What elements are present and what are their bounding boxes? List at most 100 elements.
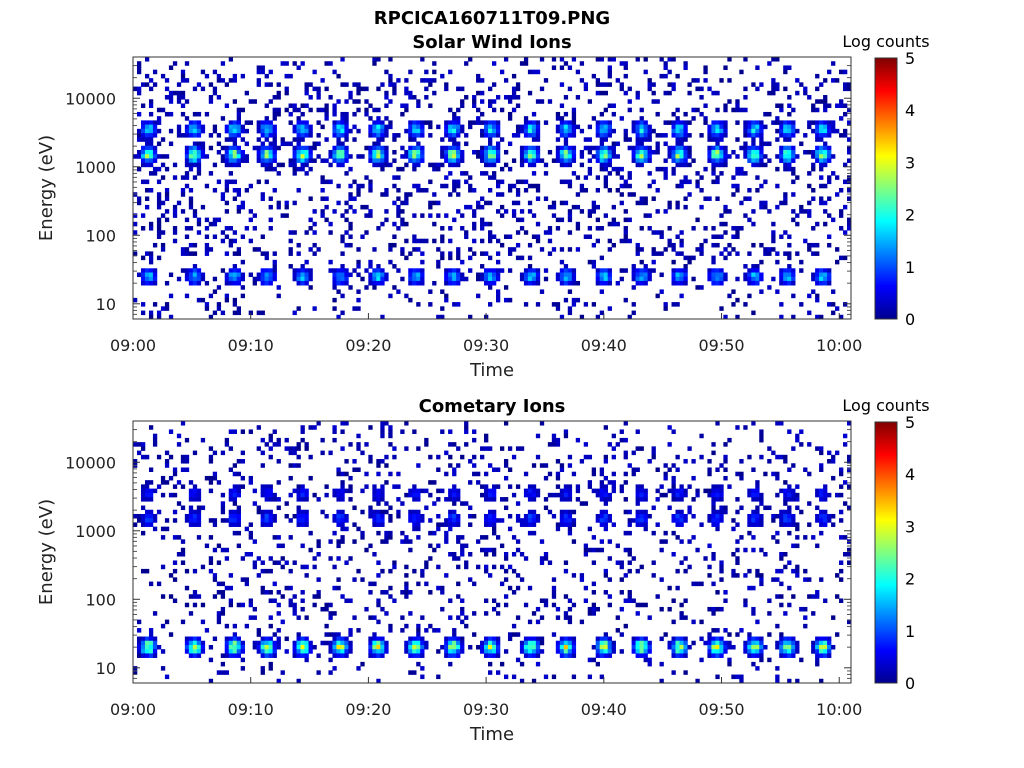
spectrogram-cell	[308, 640, 313, 646]
spectrogram-cell	[416, 276, 421, 282]
spectrogram-cell	[276, 293, 281, 299]
spectrogram-cell	[272, 141, 277, 147]
spectrogram-cell	[599, 509, 604, 515]
spectrogram-cell	[256, 149, 261, 155]
spectrogram-cell	[691, 276, 696, 282]
spectrogram-cell	[188, 154, 194, 159]
spectrogram-cell	[707, 649, 712, 654]
spectrogram-cell	[583, 552, 589, 557]
spectrogram-cell	[424, 488, 429, 494]
spectrogram-cell	[380, 137, 385, 142]
spectrogram-cell	[196, 149, 202, 155]
spectrogram-cell	[591, 242, 597, 248]
spectrogram-cell	[420, 213, 425, 218]
spectrogram-cell	[228, 154, 234, 159]
spectrogram-cell	[663, 306, 668, 311]
spectrogram-cell	[747, 640, 752, 646]
spectrogram-cell	[216, 179, 222, 185]
spectrogram-cell	[635, 653, 640, 658]
spectrogram-cell	[711, 272, 716, 278]
spectrogram-cell	[707, 632, 712, 637]
spectrogram-cell	[168, 454, 174, 460]
spectrogram-cell	[384, 128, 389, 134]
spectrogram-cell	[444, 471, 449, 477]
spectrogram-cell	[268, 158, 273, 163]
spectrogram-cell	[164, 111, 170, 117]
spectrogram-cell	[176, 124, 182, 130]
spectrogram-cell	[480, 128, 485, 134]
spectrogram-cell	[388, 535, 393, 540]
spectrogram-cell	[591, 602, 597, 608]
spectrogram-cell	[619, 632, 624, 637]
spectrogram-cell	[567, 268, 573, 273]
spectrogram-cell	[256, 446, 261, 451]
spectrogram-cell	[448, 272, 453, 278]
spectrogram-cell	[492, 513, 497, 519]
spectrogram-cell	[204, 247, 210, 252]
spectrogram-cell	[503, 209, 509, 214]
spectrogram-cell	[623, 623, 628, 629]
spectrogram-cell	[823, 280, 828, 286]
x-tick-label: 09:00	[110, 336, 156, 355]
spectrogram-cell	[583, 86, 589, 92]
spectrogram-cell	[559, 162, 565, 168]
spectrogram-cell	[563, 120, 569, 125]
spectrogram-cell	[763, 200, 768, 206]
spectrogram-cell	[476, 200, 481, 206]
spectrogram-cell	[380, 484, 385, 489]
spectrogram-cell	[460, 86, 465, 92]
spectrogram-cell	[567, 484, 573, 489]
spectrogram-cell	[436, 259, 441, 265]
spectrogram-cell	[140, 513, 146, 519]
spectrogram-cell	[731, 175, 736, 180]
spectrogram-cell	[488, 547, 493, 553]
spectrogram-cell	[268, 509, 273, 515]
spectrogram-cell	[412, 280, 417, 286]
spectrogram-cell	[248, 530, 253, 536]
spectrogram-cell	[432, 192, 437, 197]
spectrogram-cell	[248, 429, 253, 434]
spectrogram-cell	[452, 471, 457, 477]
spectrogram-cell	[488, 636, 493, 642]
spectrogram-cell	[711, 259, 716, 265]
spectrogram-cell	[611, 644, 616, 650]
spectrogram-cell	[220, 581, 226, 587]
spectrogram-cell	[819, 276, 824, 282]
spectrogram-cell	[356, 526, 361, 532]
spectrogram-cell	[388, 585, 393, 591]
spectrogram-cell	[559, 509, 565, 515]
spectrogram-cell	[703, 103, 708, 109]
spectrogram-cell	[364, 145, 369, 151]
spectrogram-cell	[495, 268, 501, 273]
spectrogram-cell	[388, 594, 393, 599]
spectrogram-cell	[348, 628, 353, 633]
spectrogram-cell	[268, 446, 273, 451]
spectrogram-cell	[779, 154, 784, 159]
spectrogram-cell	[180, 268, 186, 273]
spectrogram-cell	[755, 568, 760, 574]
spectrogram-cell	[340, 213, 345, 218]
spectrogram-cell	[428, 120, 433, 125]
spectrogram-cell	[204, 234, 210, 240]
spectrogram-cell	[707, 518, 712, 523]
spectrogram-cell	[332, 492, 337, 498]
spectrogram-cell	[495, 518, 501, 523]
spectrogram-cell	[827, 242, 832, 248]
spectrogram-cell	[715, 492, 720, 498]
spectrogram-cell	[723, 628, 728, 633]
spectrogram-cell	[296, 145, 301, 151]
spectrogram-cell	[735, 632, 740, 637]
spectrogram-cell	[503, 475, 509, 481]
spectrogram-cell	[567, 526, 573, 532]
spectrogram-cell	[667, 425, 672, 430]
spectrogram-cell	[384, 192, 389, 197]
spectrogram-cell	[492, 128, 497, 134]
spectrogram-cell	[444, 268, 449, 273]
spectrogram-cell	[332, 513, 337, 519]
spectrogram-cell	[715, 636, 720, 642]
spectrogram-cell	[531, 280, 537, 286]
spectrogram-cell	[348, 196, 353, 201]
spectrogram-cell	[408, 137, 413, 142]
spectrogram-cell	[348, 598, 353, 604]
spectrogram-cell	[300, 124, 305, 130]
